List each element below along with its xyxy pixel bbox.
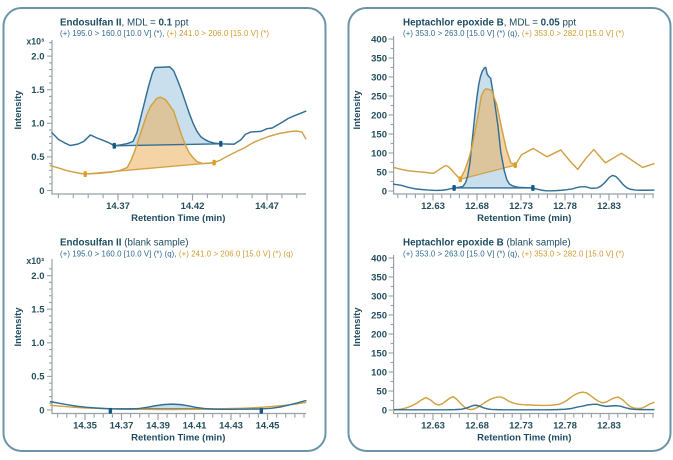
svg-text:Intensity: Intensity [13, 90, 24, 130]
svg-text:14.45: 14.45 [256, 421, 280, 432]
svg-text:14.47: 14.47 [255, 201, 279, 212]
svg-text:Heptachlor epoxide B (blank sa: Heptachlor epoxide B (blank sample) [403, 238, 571, 249]
svg-text:Endosulfan II, MDL = 0.1 ppt: Endosulfan II, MDL = 0.1 ppt [60, 18, 189, 29]
svg-text:400: 400 [371, 34, 387, 45]
svg-text:x10³: x10³ [26, 256, 44, 266]
svg-text:50: 50 [376, 386, 387, 397]
svg-text:(+) 353.0 > 263.0 [15.0 V] (*): (+) 353.0 > 263.0 [15.0 V] (*) (q), (+) … [403, 29, 624, 38]
svg-text:400: 400 [371, 253, 387, 264]
svg-text:250: 250 [371, 91, 387, 102]
svg-text:200: 200 [371, 329, 387, 340]
svg-text:100: 100 [371, 367, 387, 378]
svg-text:12.63: 12.63 [421, 421, 445, 432]
svg-text:14.35: 14.35 [73, 421, 97, 432]
svg-text:150: 150 [371, 129, 387, 140]
svg-text:Heptachlor epoxide B, MDL = 0.: Heptachlor epoxide B, MDL = 0.05 ppt [403, 18, 576, 29]
svg-text:14.37: 14.37 [106, 201, 130, 212]
svg-text:14.37: 14.37 [110, 421, 134, 432]
svg-text:1.0: 1.0 [31, 119, 44, 130]
svg-text:Retention Time (min): Retention Time (min) [477, 213, 571, 224]
svg-text:2.0: 2.0 [31, 271, 44, 282]
svg-text:Intensity: Intensity [13, 307, 24, 347]
svg-text:0: 0 [39, 405, 44, 416]
svg-text:12.78: 12.78 [553, 201, 577, 212]
svg-text:Retention Time (min): Retention Time (min) [477, 433, 571, 444]
svg-text:14.39: 14.39 [146, 421, 170, 432]
svg-text:0: 0 [382, 405, 387, 416]
svg-text:150: 150 [371, 348, 387, 359]
svg-text:Retention Time (min): Retention Time (min) [131, 433, 225, 444]
svg-text:350: 350 [371, 53, 387, 64]
svg-text:12.68: 12.68 [465, 421, 489, 432]
svg-text:14.42: 14.42 [181, 201, 205, 212]
svg-text:0: 0 [39, 186, 44, 197]
svg-text:12.63: 12.63 [421, 201, 445, 212]
svg-text:12.83: 12.83 [597, 421, 621, 432]
svg-text:12.78: 12.78 [553, 421, 577, 432]
svg-text:250: 250 [371, 310, 387, 321]
svg-text:1.0: 1.0 [31, 338, 44, 349]
svg-text:0: 0 [382, 186, 387, 197]
svg-text:12.73: 12.73 [509, 421, 533, 432]
svg-text:14.43: 14.43 [219, 421, 243, 432]
svg-text:12.83: 12.83 [597, 201, 621, 212]
svg-text:1.5: 1.5 [31, 85, 45, 96]
svg-text:Intensity: Intensity [352, 307, 363, 347]
svg-text:Intensity: Intensity [352, 90, 363, 130]
svg-text:(+) 195.0 > 160.0 [10.0 V] (*): (+) 195.0 > 160.0 [10.0 V] (*) (q), (+) … [60, 250, 294, 259]
svg-text:300: 300 [371, 72, 387, 83]
svg-text:100: 100 [371, 148, 387, 159]
svg-text:Endosulfan II (blank sample): Endosulfan II (blank sample) [60, 238, 189, 249]
svg-text:x10³: x10³ [26, 37, 44, 47]
svg-text:12.73: 12.73 [509, 201, 533, 212]
svg-text:350: 350 [371, 272, 387, 283]
svg-text:0.5: 0.5 [31, 372, 45, 383]
svg-text:14.41: 14.41 [183, 421, 207, 432]
svg-text:12.68: 12.68 [465, 201, 489, 212]
svg-text:200: 200 [371, 110, 387, 121]
svg-text:2.0: 2.0 [31, 51, 44, 62]
svg-text:(+) 353.0 > 263.0 [15.0 V] (*): (+) 353.0 > 263.0 [15.0 V] (*) (q), (+) … [403, 250, 624, 259]
svg-text:1.5: 1.5 [31, 305, 45, 316]
svg-text:(+) 195.0 > 160.0 [10.0 V] (*): (+) 195.0 > 160.0 [10.0 V] (*), (+) 241.… [60, 29, 269, 38]
svg-text:50: 50 [376, 167, 387, 178]
svg-text:Retention Time (min): Retention Time (min) [131, 213, 225, 224]
svg-text:0.5: 0.5 [31, 152, 45, 163]
svg-text:300: 300 [371, 291, 387, 302]
